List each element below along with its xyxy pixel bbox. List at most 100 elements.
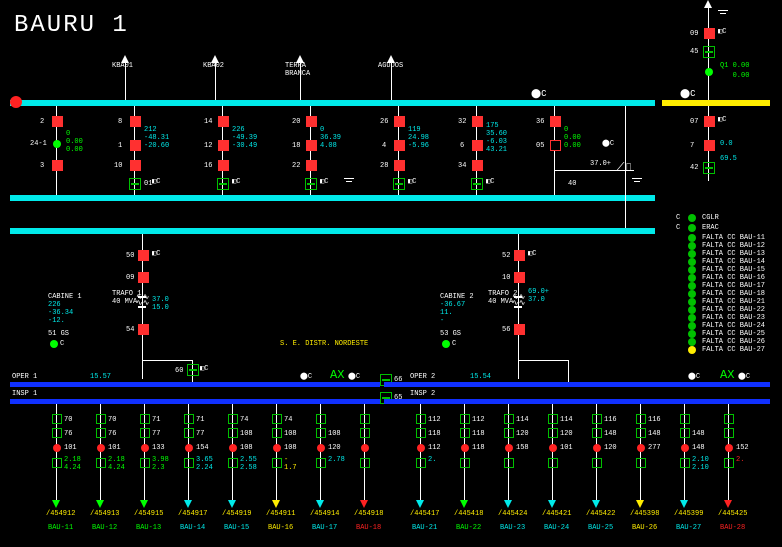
feeder-breaker[interactable] [361, 444, 369, 452]
feeder-switch[interactable] [52, 414, 62, 424]
breaker-50[interactable] [138, 250, 149, 261]
bay-breaker[interactable] [472, 160, 483, 171]
bay-breaker[interactable] [472, 116, 483, 127]
feeder-switch[interactable] [548, 458, 558, 468]
bay-breaker[interactable] [218, 140, 229, 151]
feeder-switch[interactable] [680, 428, 690, 438]
bay-breaker[interactable] [306, 116, 317, 127]
feeder-switch[interactable] [96, 428, 106, 438]
feeder-switch[interactable] [184, 458, 194, 468]
bay-breaker[interactable] [218, 160, 229, 171]
feeder-switch[interactable] [504, 414, 514, 424]
feeder-switch[interactable] [360, 414, 370, 424]
bay-breaker[interactable] [472, 140, 483, 151]
feeder-switch[interactable] [416, 428, 426, 438]
feeder-breaker[interactable] [593, 444, 601, 452]
feeder-switch[interactable] [184, 414, 194, 424]
bay-switch[interactable] [217, 178, 229, 190]
bay-breaker[interactable] [52, 116, 63, 127]
bay-switch[interactable] [129, 178, 141, 190]
feeder-switch[interactable] [140, 428, 150, 438]
feeder-switch[interactable] [52, 458, 62, 468]
breaker-54[interactable] [138, 324, 149, 335]
feeder-switch[interactable] [96, 458, 106, 468]
bay-switch[interactable] [305, 178, 317, 190]
feeder-switch[interactable] [228, 458, 238, 468]
feeder-breaker[interactable] [725, 444, 733, 452]
bay-switch[interactable] [471, 178, 483, 190]
feeder-switch[interactable] [272, 428, 282, 438]
disconnector-60[interactable] [187, 364, 199, 376]
feeder-switch[interactable] [140, 414, 150, 424]
feeder-switch[interactable] [592, 428, 602, 438]
feeder-breaker[interactable] [229, 444, 237, 452]
feeder-breaker[interactable] [317, 444, 325, 452]
feeder-switch[interactable] [680, 458, 690, 468]
bay-breaker[interactable] [306, 160, 317, 171]
bay-breaker[interactable] [394, 160, 405, 171]
feeder-breaker[interactable] [505, 444, 513, 452]
feeder-breaker[interactable] [97, 444, 105, 452]
feeder-switch[interactable] [724, 428, 734, 438]
bay-breaker[interactable] [130, 116, 141, 127]
feeder-switch[interactable] [504, 428, 514, 438]
bay-breaker[interactable] [394, 140, 405, 151]
breaker-44[interactable] [704, 116, 715, 127]
feeder-switch[interactable] [360, 458, 370, 468]
feeder-switch[interactable] [460, 458, 470, 468]
feeder-switch[interactable] [592, 414, 602, 424]
feeder-switch[interactable] [228, 414, 238, 424]
feeder-switch[interactable] [460, 414, 470, 424]
feeder-switch[interactable] [724, 414, 734, 424]
feeder-switch[interactable] [636, 414, 646, 424]
feeder-switch[interactable] [228, 428, 238, 438]
breaker-56[interactable] [514, 324, 525, 335]
feeder-switch[interactable] [548, 428, 558, 438]
feeder-breaker[interactable] [185, 444, 193, 452]
feeder-switch[interactable] [636, 428, 646, 438]
feeder-switch[interactable] [548, 414, 558, 424]
disconnector-42[interactable] [703, 162, 715, 174]
feeder-breaker[interactable] [681, 444, 689, 452]
feeder-switch[interactable] [416, 458, 426, 468]
bay-breaker-open[interactable] [550, 140, 561, 151]
feeder-switch[interactable] [504, 458, 514, 468]
breaker-52[interactable] [514, 250, 525, 261]
bay-breaker[interactable] [218, 116, 229, 127]
bay-breaker[interactable] [130, 140, 141, 151]
feeder-switch[interactable] [96, 414, 106, 424]
feeder-breaker[interactable] [273, 444, 281, 452]
feeder-breaker[interactable] [549, 444, 557, 452]
feeder-switch[interactable] [416, 414, 426, 424]
breaker-09[interactable] [138, 272, 149, 283]
disconnector-45[interactable] [703, 46, 715, 58]
breaker-09[interactable] [704, 28, 715, 39]
bay-breaker[interactable] [550, 116, 561, 127]
feeder-switch[interactable] [316, 428, 326, 438]
feeder-breaker[interactable] [141, 444, 149, 452]
bay-breaker[interactable] [306, 140, 317, 151]
bay-breaker[interactable] [52, 160, 63, 171]
feeder-switch[interactable] [592, 458, 602, 468]
breaker-10[interactable] [514, 272, 525, 283]
feeder-switch[interactable] [680, 414, 690, 424]
feeder-switch[interactable] [140, 458, 150, 468]
feeder-switch[interactable] [272, 414, 282, 424]
feeder-switch[interactable] [636, 458, 646, 468]
feeder-switch[interactable] [184, 428, 194, 438]
bay-breaker[interactable] [130, 160, 141, 171]
feeder-switch[interactable] [460, 428, 470, 438]
feeder-switch[interactable] [52, 428, 62, 438]
feeder-breaker[interactable] [53, 444, 61, 452]
bay-switch[interactable] [393, 178, 405, 190]
feeder-breaker[interactable] [417, 444, 425, 452]
feeder-switch[interactable] [272, 458, 282, 468]
feeder-breaker[interactable] [461, 444, 469, 452]
feeder-switch[interactable] [724, 458, 734, 468]
feeder-switch[interactable] [360, 428, 370, 438]
breaker-07[interactable] [704, 140, 715, 151]
feeder-switch[interactable] [316, 414, 326, 424]
bay-breaker[interactable] [394, 116, 405, 127]
feeder-breaker[interactable] [637, 444, 645, 452]
feeder-switch[interactable] [316, 458, 326, 468]
